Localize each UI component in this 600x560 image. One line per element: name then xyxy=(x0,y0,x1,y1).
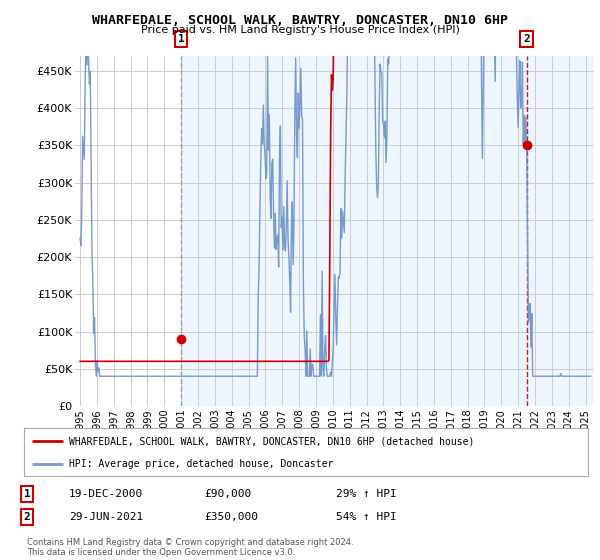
Text: £90,000: £90,000 xyxy=(204,489,251,499)
Text: 1: 1 xyxy=(23,489,31,499)
Text: 2: 2 xyxy=(23,512,31,522)
Text: Contains HM Land Registry data © Crown copyright and database right 2024.
This d: Contains HM Land Registry data © Crown c… xyxy=(27,538,353,557)
Text: 54% ↑ HPI: 54% ↑ HPI xyxy=(336,512,397,522)
Text: 29% ↑ HPI: 29% ↑ HPI xyxy=(336,489,397,499)
Text: WHARFEDALE, SCHOOL WALK, BAWTRY, DONCASTER, DN10 6HP (detached house): WHARFEDALE, SCHOOL WALK, BAWTRY, DONCAST… xyxy=(69,436,475,446)
Text: WHARFEDALE, SCHOOL WALK, BAWTRY, DONCASTER, DN10 6HP: WHARFEDALE, SCHOOL WALK, BAWTRY, DONCAST… xyxy=(92,14,508,27)
Text: HPI: Average price, detached house, Doncaster: HPI: Average price, detached house, Donc… xyxy=(69,459,334,469)
Text: 2: 2 xyxy=(523,34,530,44)
Text: 1: 1 xyxy=(178,34,185,44)
Text: Price paid vs. HM Land Registry's House Price Index (HPI): Price paid vs. HM Land Registry's House … xyxy=(140,25,460,35)
Text: 19-DEC-2000: 19-DEC-2000 xyxy=(69,489,143,499)
Text: 29-JUN-2021: 29-JUN-2021 xyxy=(69,512,143,522)
Text: £350,000: £350,000 xyxy=(204,512,258,522)
Bar xyxy=(181,56,594,406)
